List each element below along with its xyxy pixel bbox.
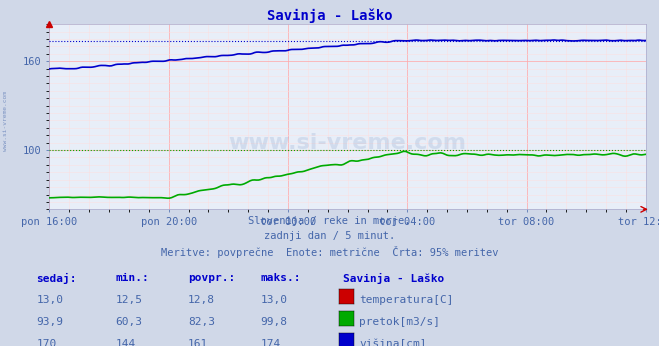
Text: temperatura[C]: temperatura[C] [359,295,453,305]
Text: 170: 170 [36,339,57,346]
Text: 144: 144 [115,339,136,346]
Text: 13,0: 13,0 [260,295,287,305]
Text: 13,0: 13,0 [36,295,63,305]
Text: zadnji dan / 5 minut.: zadnji dan / 5 minut. [264,231,395,241]
Text: 60,3: 60,3 [115,317,142,327]
Text: Slovenija / reke in morje.: Slovenija / reke in morje. [248,216,411,226]
Text: povpr.:: povpr.: [188,273,235,283]
Text: sedaj:: sedaj: [36,273,76,284]
Text: Savinja - Laško: Savinja - Laško [267,9,392,23]
Text: www.si-vreme.com: www.si-vreme.com [229,133,467,153]
Text: maks.:: maks.: [260,273,301,283]
Text: 93,9: 93,9 [36,317,63,327]
Text: pretok[m3/s]: pretok[m3/s] [359,317,440,327]
Text: 12,8: 12,8 [188,295,215,305]
Text: Meritve: povprečne  Enote: metrične  Črta: 95% meritev: Meritve: povprečne Enote: metrične Črta:… [161,246,498,258]
Text: 99,8: 99,8 [260,317,287,327]
Text: 174: 174 [260,339,281,346]
Text: 82,3: 82,3 [188,317,215,327]
Text: min.:: min.: [115,273,149,283]
Text: 161: 161 [188,339,208,346]
Text: Savinja - Laško: Savinja - Laško [343,273,444,284]
Text: 12,5: 12,5 [115,295,142,305]
Text: višina[cm]: višina[cm] [359,339,426,346]
Text: www.si-vreme.com: www.si-vreme.com [3,91,9,151]
